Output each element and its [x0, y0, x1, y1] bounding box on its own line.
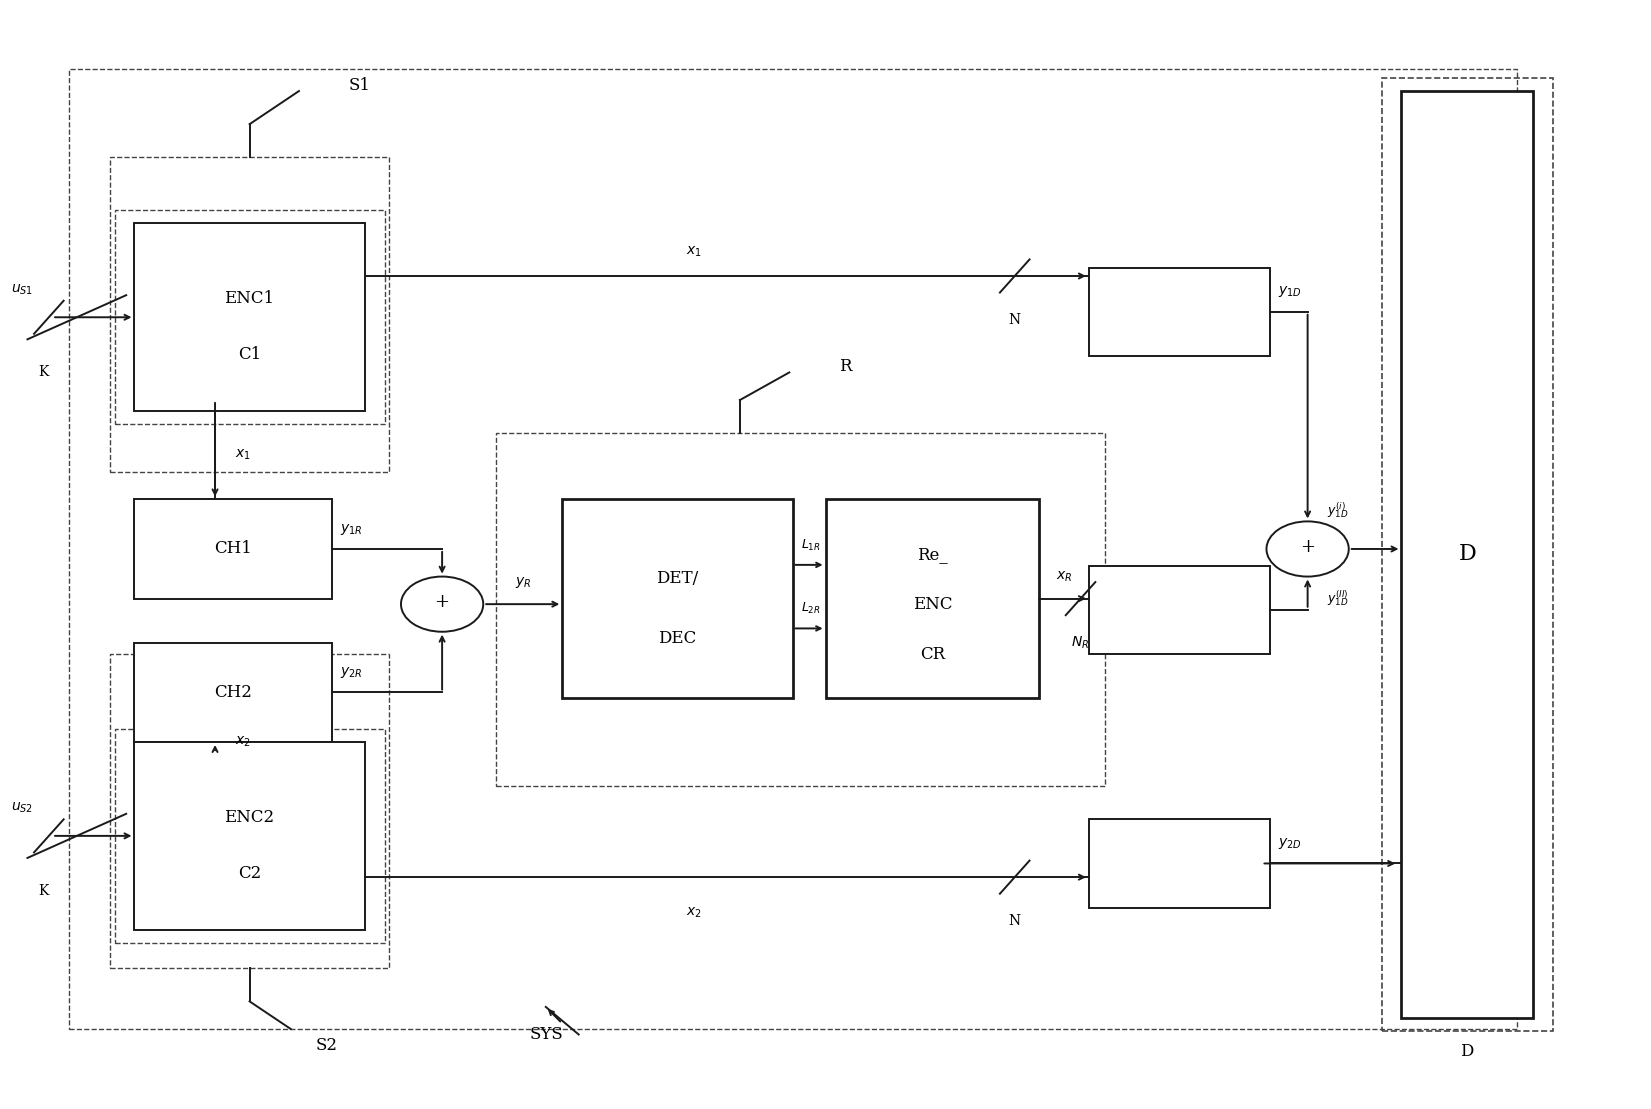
Bar: [497, 434, 1105, 786]
Text: N: N: [1009, 914, 1020, 928]
Text: SYS: SYS: [530, 1026, 563, 1042]
Text: $y_{1R}$: $y_{1R}$: [340, 521, 363, 537]
Bar: [1088, 566, 1270, 654]
Text: D: D: [1461, 1042, 1474, 1059]
Text: $N_R$: $N_R$: [1071, 634, 1090, 651]
Text: S1: S1: [348, 77, 370, 94]
Text: $u_{S2}$: $u_{S2}$: [12, 801, 33, 815]
Text: K: K: [38, 884, 50, 898]
Bar: [1088, 820, 1270, 907]
Text: $x_2$: $x_2$: [685, 905, 702, 919]
Text: CR: CR: [920, 645, 944, 663]
Text: DET/: DET/: [657, 570, 698, 588]
Text: $y_{2R}$: $y_{2R}$: [340, 665, 363, 680]
Text: $x_R$: $x_R$: [1057, 569, 1071, 583]
Text: +: +: [1299, 538, 1316, 556]
Bar: [1402, 91, 1534, 1018]
Text: C2: C2: [238, 865, 261, 882]
Text: $x_1$: $x_1$: [685, 244, 702, 258]
Text: $y_{1D}^{(i)}$: $y_{1D}^{(i)}$: [1327, 500, 1349, 520]
Text: R: R: [839, 358, 852, 376]
Text: K: K: [38, 366, 50, 379]
Text: +: +: [434, 593, 449, 611]
Bar: [826, 499, 1040, 698]
Text: C1: C1: [238, 346, 261, 364]
Text: $y_{2D}$: $y_{2D}$: [1278, 836, 1301, 851]
Text: $y_{1D}^{(II)}$: $y_{1D}^{(II)}$: [1327, 589, 1349, 609]
Text: CH2: CH2: [215, 684, 253, 701]
Bar: [109, 157, 390, 471]
Bar: [134, 224, 365, 411]
Text: $y_R$: $y_R$: [515, 574, 532, 590]
Bar: [109, 654, 390, 968]
Text: ENC: ENC: [913, 597, 953, 613]
Text: $y_{1D}$: $y_{1D}$: [1278, 284, 1301, 299]
Bar: [563, 499, 792, 698]
Text: N: N: [1009, 313, 1020, 327]
Bar: [114, 729, 385, 943]
Text: ENC2: ENC2: [225, 808, 274, 825]
Bar: [1382, 78, 1554, 1031]
Text: DEC: DEC: [659, 630, 697, 647]
Text: $u_{S1}$: $u_{S1}$: [12, 283, 33, 297]
Text: CH1: CH1: [215, 540, 253, 558]
Bar: [114, 211, 385, 425]
Bar: [134, 742, 365, 929]
Text: $x_2$: $x_2$: [234, 735, 251, 750]
Bar: [134, 499, 332, 599]
Text: $L_{1R}$: $L_{1R}$: [801, 538, 821, 552]
Bar: [69, 69, 1517, 1029]
Text: D: D: [1458, 543, 1476, 566]
Text: Re_: Re_: [916, 547, 948, 563]
Text: ENC1: ENC1: [225, 289, 274, 307]
Text: S2: S2: [315, 1037, 337, 1054]
Text: $L_{2R}$: $L_{2R}$: [801, 601, 821, 617]
Bar: [1088, 267, 1270, 356]
Bar: [134, 643, 332, 742]
Text: $x_1$: $x_1$: [234, 448, 251, 462]
